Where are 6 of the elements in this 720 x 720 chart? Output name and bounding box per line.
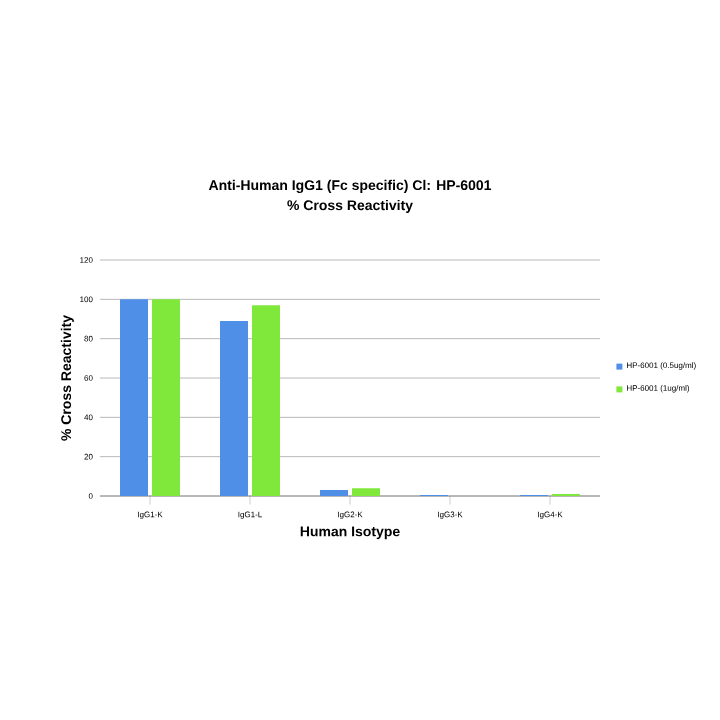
bar bbox=[320, 490, 348, 496]
bar bbox=[352, 488, 380, 496]
bar bbox=[152, 299, 180, 496]
bar bbox=[120, 299, 148, 496]
bar bbox=[220, 320, 248, 496]
bar bbox=[252, 305, 280, 496]
